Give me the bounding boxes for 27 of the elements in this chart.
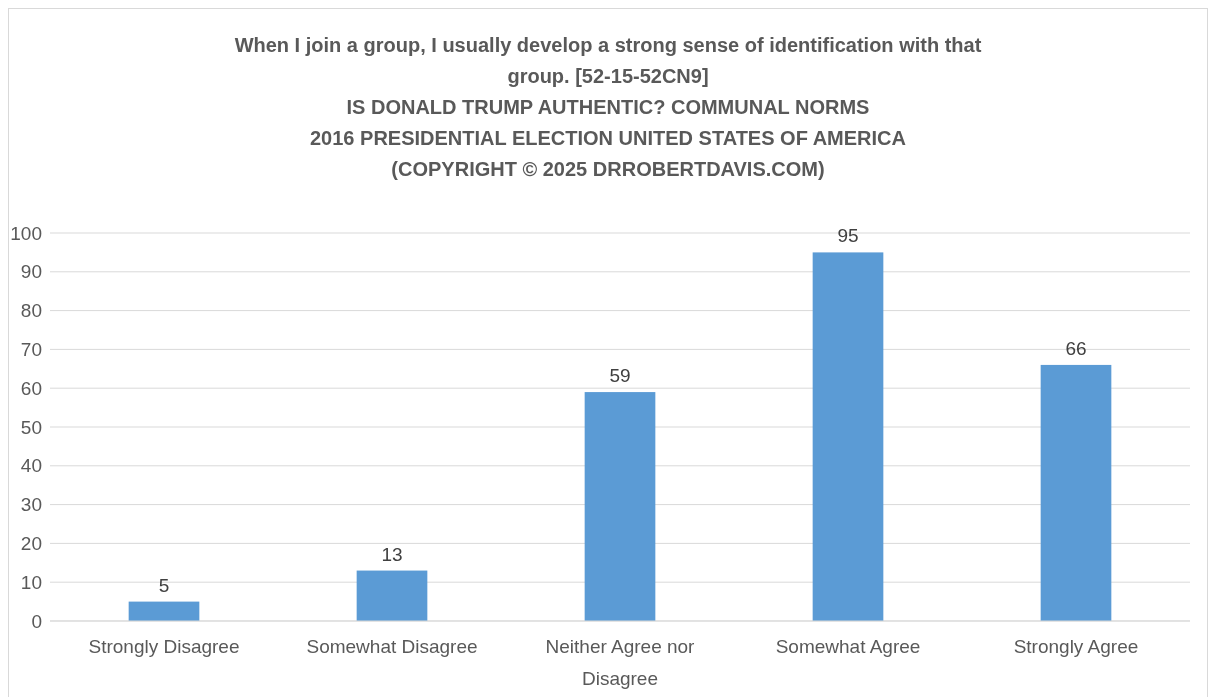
y-tick-label: 30 [20,494,42,516]
bar [128,601,200,621]
bar [812,252,884,621]
y-tick-label: 70 [20,339,42,361]
y-tick-label: 0 [31,610,42,632]
y-tick-label: 60 [20,377,42,399]
bar [356,570,428,621]
x-tick-label: Neither Agree nor Disagree [545,636,696,689]
data-label: 95 [837,225,859,247]
bar [584,392,656,621]
x-tick-label: Strongly Disagree [88,636,240,657]
y-tick-label: 80 [20,300,42,322]
y-tick-label: 50 [20,416,42,438]
data-label: 59 [609,365,631,387]
data-label: 5 [158,574,170,596]
y-tick-label: 10 [20,571,42,593]
x-tick-label: Somewhat Disagree [306,636,478,657]
y-tick-label: 100 [10,222,42,244]
x-tick-label: Somewhat Agree [775,636,921,657]
y-tick-label: 40 [20,455,42,477]
data-label: 13 [381,543,403,565]
x-tick-label: Strongly Agree [1013,636,1139,657]
data-label: 66 [1065,337,1087,359]
bar [1040,364,1112,621]
y-tick-label: 90 [20,261,42,283]
chart-title: When I join a group, I usually develop a strong sense of identification with that group. [52-15-52CN9] IS DONALD TRUMP AUTHENTIC? COMMUNAL NORMS 2016 PRESIDENTIAL ELECTION UNITED STATES OF AMERICA (COPYRIGHT © 2025 DRROBERTDAVIS.COM) [234,34,982,180]
y-tick-label: 20 [20,533,42,555]
